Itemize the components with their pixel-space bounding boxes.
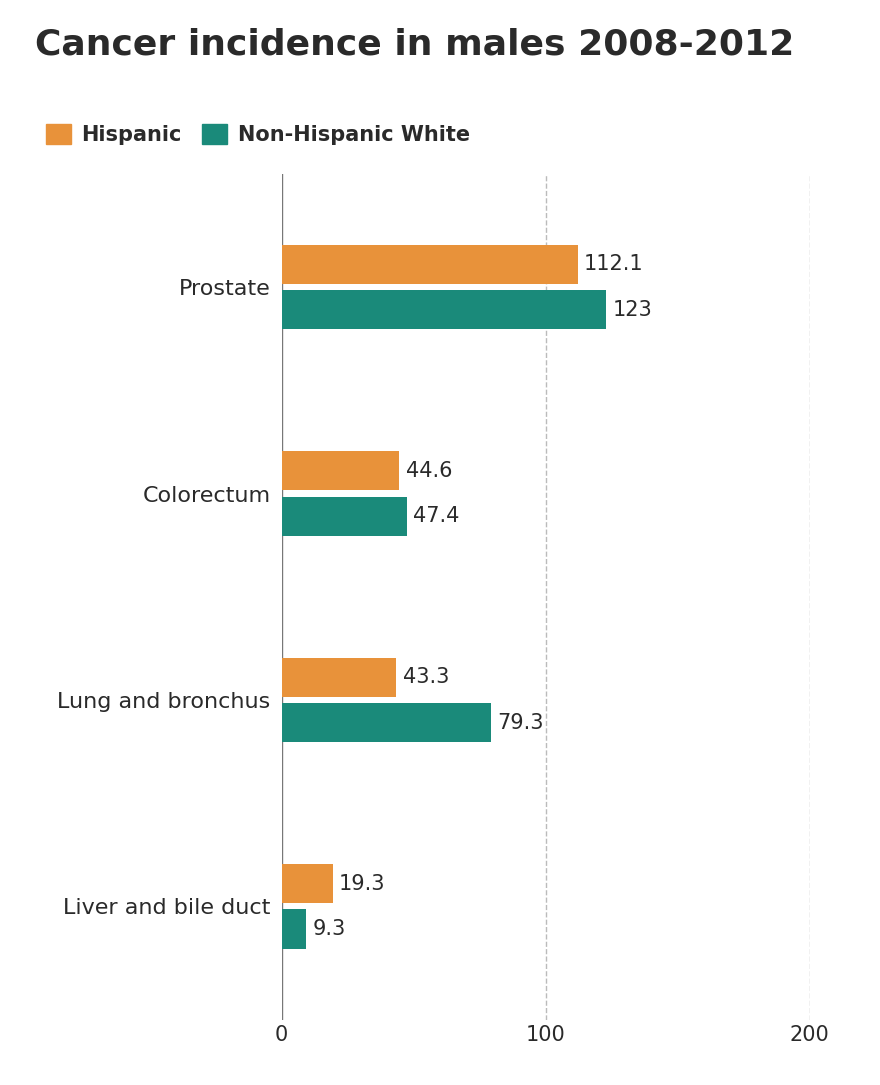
Text: 43.3: 43.3 xyxy=(402,667,449,687)
Bar xyxy=(282,245,577,284)
Text: Cancer incidence in males 2008-2012: Cancer incidence in males 2008-2012 xyxy=(35,27,795,61)
Bar xyxy=(282,451,400,490)
Text: 79.3: 79.3 xyxy=(497,713,544,732)
Bar xyxy=(282,497,407,536)
Text: 9.3: 9.3 xyxy=(312,919,346,940)
Text: 112.1: 112.1 xyxy=(584,254,644,275)
Legend: Hispanic, Non-Hispanic White: Hispanic, Non-Hispanic White xyxy=(46,125,470,145)
Text: 47.4: 47.4 xyxy=(414,507,459,526)
Bar xyxy=(282,864,333,904)
Bar xyxy=(282,703,491,742)
Text: 19.3: 19.3 xyxy=(339,873,385,894)
Text: 44.6: 44.6 xyxy=(406,461,452,481)
Bar xyxy=(282,290,606,330)
Bar xyxy=(282,658,396,697)
Text: 123: 123 xyxy=(612,299,653,320)
Bar xyxy=(282,909,306,948)
